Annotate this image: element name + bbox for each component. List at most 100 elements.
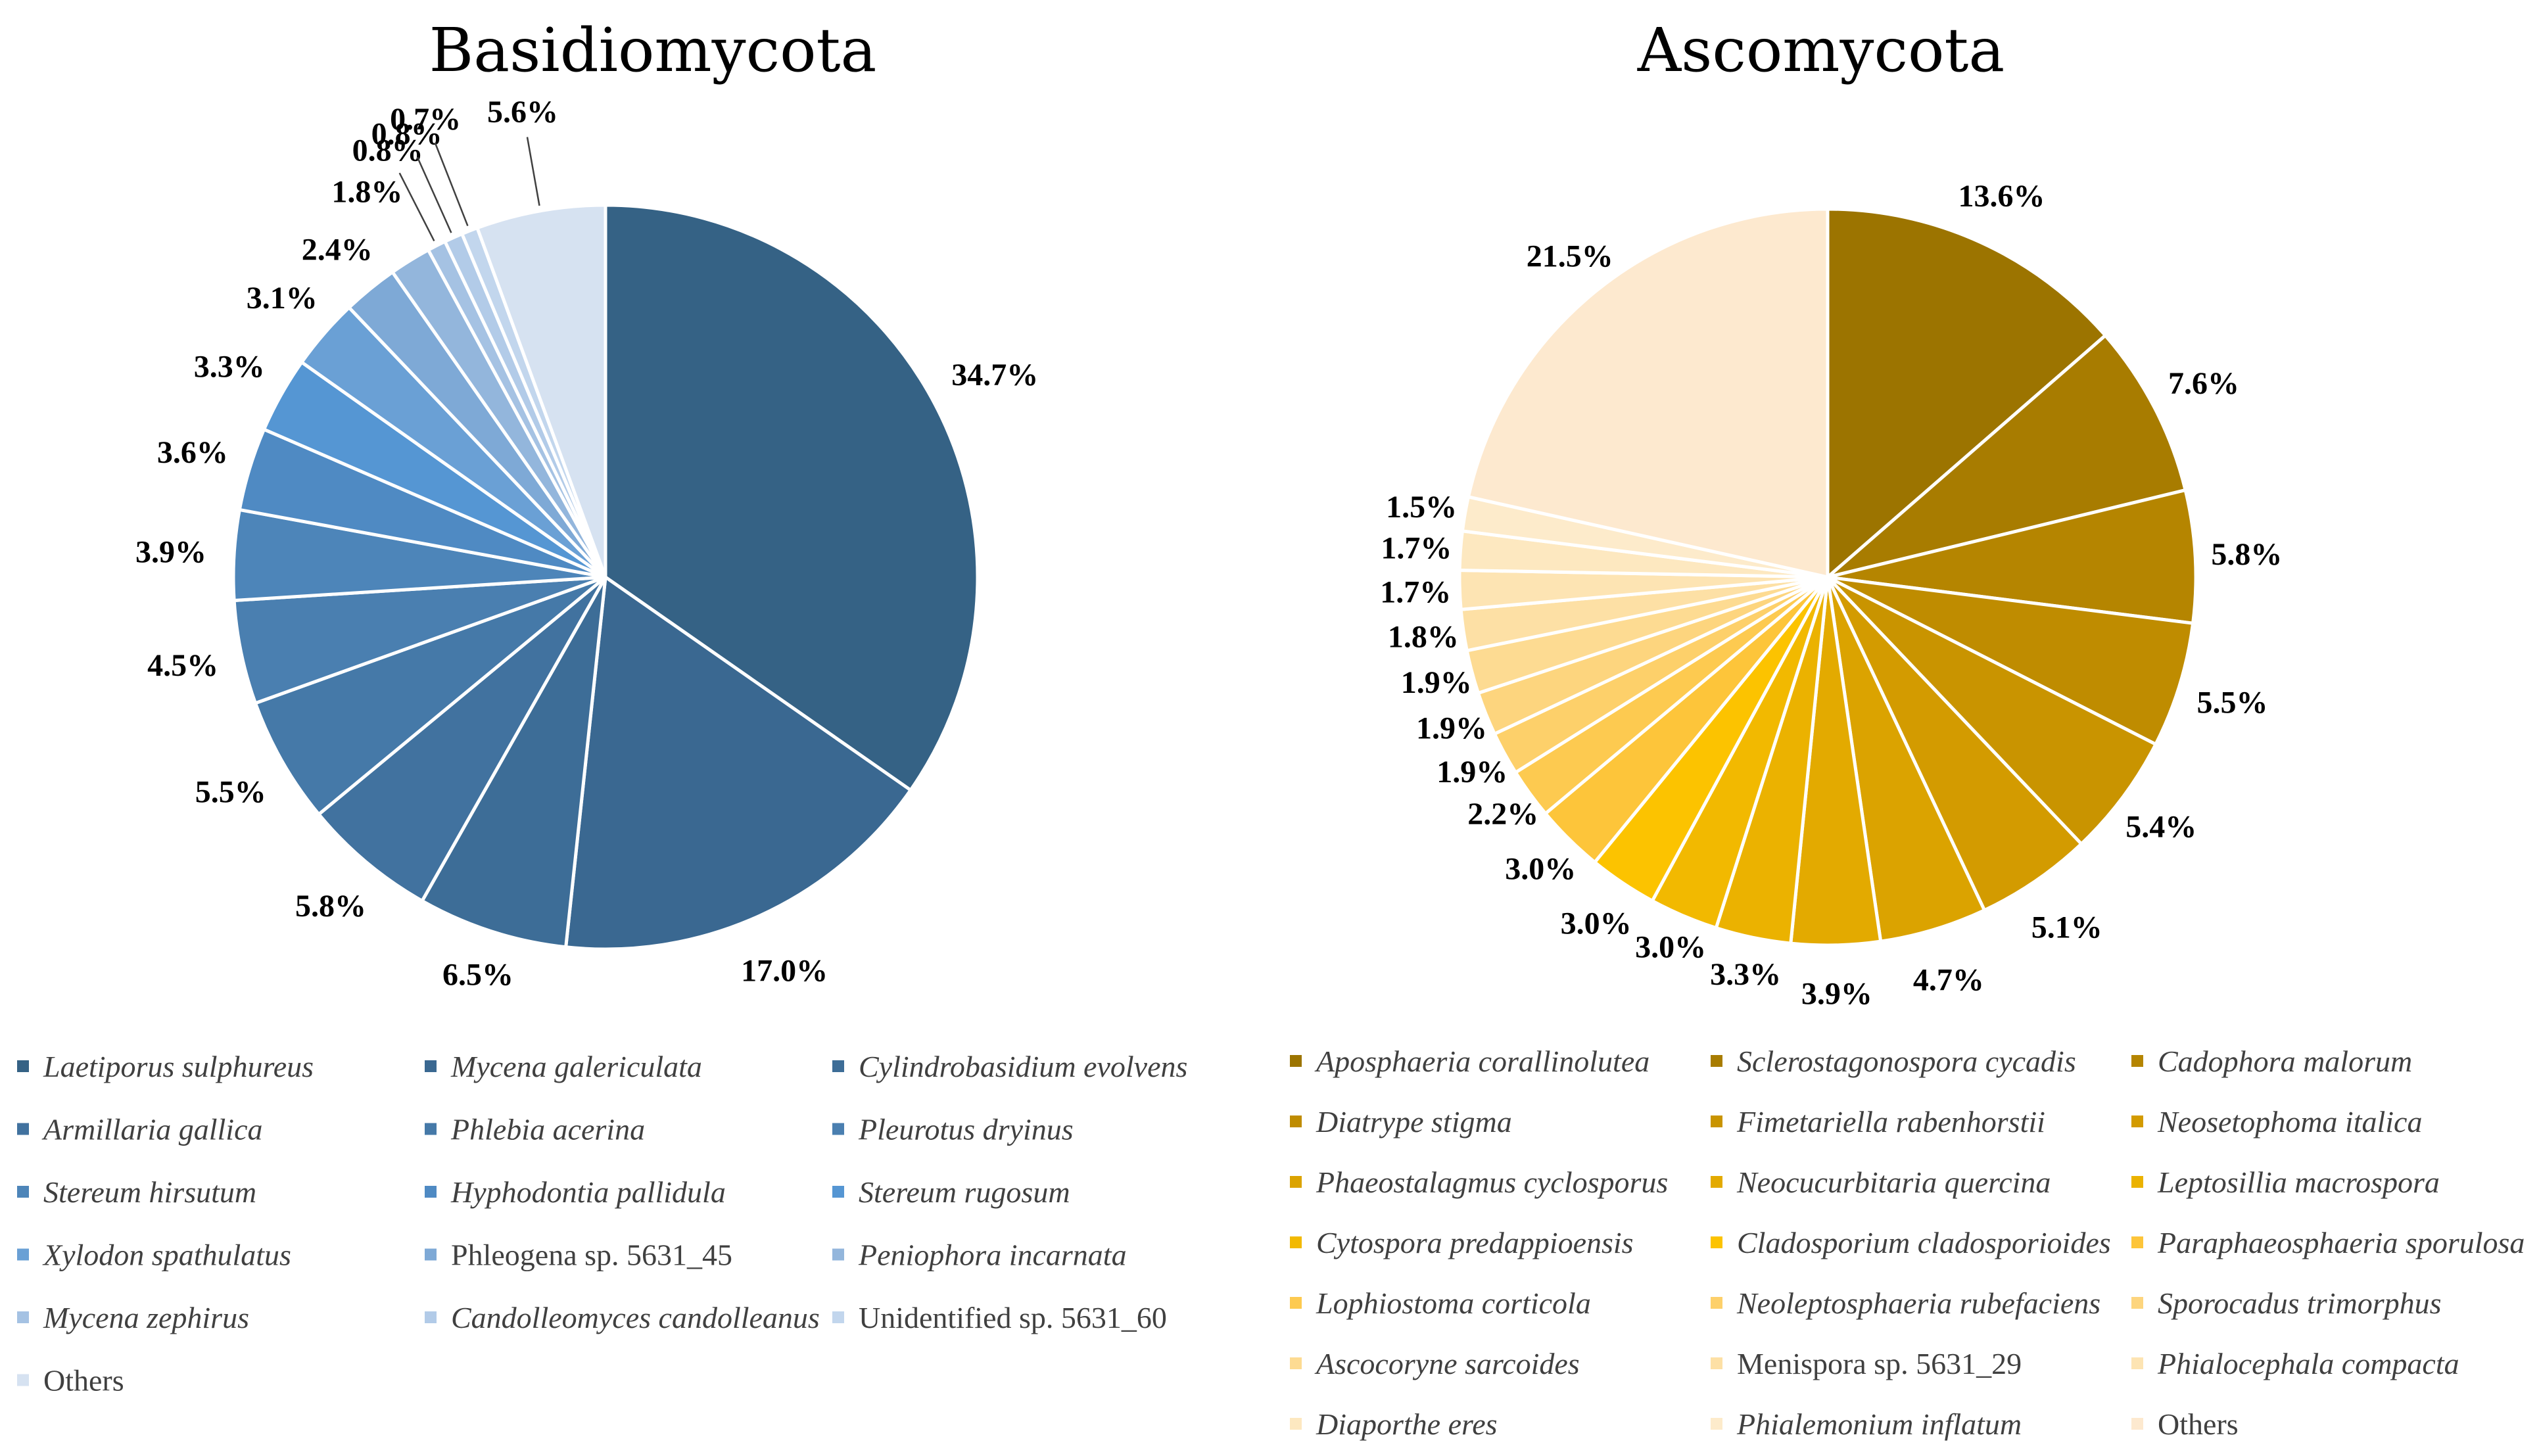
slice-phaeostalagmus-cyclosporus	[1826, 575, 1986, 943]
legend-item-phialemonium-inflatum: Phialemonium inflatum	[1711, 1407, 2022, 1441]
legend-swatch	[2131, 1176, 2143, 1188]
legend-label: Lophiostoma corticola	[1316, 1286, 1591, 1320]
legend-label: Pleurotus dryinus	[858, 1113, 1074, 1146]
legend-item-neosetophoma-italica: Neosetophoma italica	[2131, 1105, 2422, 1139]
data-label-cadophora-malorum: 5.8%	[2211, 537, 2282, 572]
legend-label: Candolleomyces candolleanus	[451, 1301, 820, 1334]
legend-swatch	[2131, 1297, 2143, 1309]
data-label-phialocephala-compacta: 1.7%	[1380, 575, 1451, 610]
data-label-mycena-galericulata: 17.0%	[741, 954, 828, 989]
legend-label: Cylindrobasidium evolvens	[859, 1050, 1187, 1083]
legend-swatch	[2131, 1115, 2143, 1127]
legend-item-diaporthe-eres: Diaporthe eres	[1290, 1407, 1498, 1441]
legend-swatch	[1711, 1297, 1722, 1309]
data-label-fimetariella-rabenhorstii: 5.4%	[2125, 809, 2196, 844]
legend-label: Hyphodontia pallidula	[450, 1175, 726, 1209]
legend-item-lophiostoma-corticola: Lophiostoma corticola	[1290, 1286, 1591, 1320]
slice-phlebia-acerina	[253, 575, 607, 816]
legend-swatch	[832, 1123, 844, 1135]
data-label-xylodon-spathulatus: 3.1%	[247, 281, 318, 316]
data-label-neoleptosphaeria-rubefaciens: 1.9%	[1436, 755, 1507, 789]
legend-label: Diaporthe eres	[1316, 1407, 1498, 1441]
legend-item-armillaria-gallica: Armillaria gallica	[17, 1113, 263, 1146]
data-label-peniophora-incarnata: 1.8%	[331, 174, 402, 209]
legend-item-neoleptosphaeria-rubefaciens: Neoleptosphaeria rubefaciens	[1711, 1286, 2100, 1320]
data-label-hyphodontia-pallidula: 3.6%	[157, 435, 228, 470]
legend-item-sclerostagonospora-cycadis: Sclerostagonospora cycadis	[1711, 1045, 2076, 1078]
legend-label: Phialocephala compacta	[2157, 1347, 2459, 1380]
legend-swatch	[1711, 1055, 1722, 1067]
legend-label: Neosetophoma italica	[2157, 1105, 2422, 1139]
data-label-neocucurbitaria-quercina: 3.9%	[1801, 977, 1872, 1012]
legend-item-others: Others	[2131, 1407, 2239, 1441]
data-label-paraphaeosphaeria-sporulosa: 3.0%	[1505, 851, 1576, 886]
slice-cadophora-malorum	[1826, 488, 2198, 625]
legend-label: Xylodon spathulatus	[42, 1238, 291, 1272]
slice-diatrype-stigma	[1826, 575, 2195, 746]
legend-item-mycena-zephirus: Mycena zephirus	[17, 1301, 249, 1334]
data-label-cytospora-predappioensis: 3.0%	[1635, 930, 1706, 965]
data-label-cladosporium-cladosporioides: 3.0%	[1561, 906, 1632, 941]
legend-label: Others	[2158, 1407, 2239, 1441]
legend-label: Paraphaeosphaeria sporulosa	[2157, 1226, 2525, 1259]
legend-swatch	[425, 1123, 437, 1135]
legend-item-laetiporus-sulphureus: Laetiporus sulphureus	[17, 1050, 314, 1083]
slice-others	[1466, 207, 1830, 579]
legend-label: Unidentified sp. 5631_60	[859, 1301, 1167, 1334]
slice-sclerostagonospora-cycadis	[1826, 333, 2187, 579]
legend-swatch	[832, 1311, 844, 1323]
legend-swatch	[1290, 1115, 1302, 1127]
legend-label: Armillaria gallica	[41, 1113, 263, 1146]
data-label-diatrype-stigma: 5.5%	[2197, 685, 2268, 720]
legend-item-others: Others	[17, 1364, 124, 1397]
data-label-sclerostagonospora-cycadis: 7.6%	[2168, 366, 2239, 401]
data-label-aposphaeria-corallinolutea: 13.6%	[1958, 179, 2045, 214]
legend-item-phleogena-sp-5631-45: Phleogena sp. 5631_45	[425, 1238, 732, 1272]
data-label-others: 21.5%	[1527, 239, 1613, 274]
data-label-diaporthe-eres: 1.7%	[1381, 531, 1452, 566]
legend-swatch	[17, 1123, 29, 1135]
legend-label: Peniophora incarnata	[858, 1238, 1127, 1272]
legend-item-menispora-sp-5631-29: Menispora sp. 5631_29	[1711, 1347, 2022, 1380]
data-label-sporocadus-trimorphus: 1.9%	[1416, 711, 1487, 746]
legend-item-hyphodontia-pallidula: Hyphodontia pallidula	[425, 1175, 726, 1209]
legend-item-cadophora-malorum: Cadophora malorum	[2131, 1045, 2412, 1078]
legend-swatch	[1290, 1297, 1302, 1309]
legend-item-diatrype-stigma: Diatrype stigma	[1290, 1105, 1512, 1139]
data-label-pleurotus-dryinus: 4.5%	[147, 648, 218, 683]
legend-swatch	[1711, 1418, 1722, 1430]
legend-label: Phlebia acerina	[450, 1113, 645, 1146]
legend-item-phialocephala-compacta: Phialocephala compacta	[2131, 1347, 2459, 1380]
legend-swatch	[2131, 1236, 2143, 1248]
legend-item-phaeostalagmus-cyclosporus: Phaeostalagmus cyclosporus	[1290, 1165, 1668, 1199]
legend-item-cylindrobasidium-evolvens: Cylindrobasidium evolvens	[832, 1050, 1187, 1083]
legend-item-neocucurbitaria-quercina: Neocucurbitaria quercina	[1711, 1165, 2051, 1199]
slice-mycena-galericulata	[564, 575, 913, 951]
legend-label: Others	[43, 1364, 124, 1397]
leader-line	[398, 172, 435, 242]
legend-swatch	[1711, 1236, 1722, 1248]
legend-label: Leptosillia macrospora	[2157, 1165, 2440, 1199]
slice-others	[475, 203, 607, 579]
data-label-cylindrobasidium-evolvens: 6.5%	[442, 958, 513, 993]
legend-label: Cadophora malorum	[2158, 1045, 2412, 1078]
legend-item-ascocoryne-sarcoides: Ascocoryne sarcoides	[1290, 1347, 1580, 1380]
data-label-mycena-zephirus: 0.8%	[352, 133, 423, 168]
slice-pleurotus-dryinus	[232, 575, 607, 705]
legend-swatch	[1290, 1357, 1302, 1369]
legend-label: Phleogena sp. 5631_45	[451, 1238, 732, 1272]
slice-laetiporus-sulphureus	[604, 203, 980, 792]
legend-swatch	[1711, 1115, 1722, 1127]
legend-swatch	[1290, 1236, 1302, 1248]
data-label-others: 5.6%	[487, 95, 558, 129]
legend-label: Ascocoryne sarcoides	[1314, 1347, 1580, 1380]
data-label-phaeostalagmus-cyclosporus: 4.7%	[1913, 962, 1984, 997]
slice-cylindrobasidium-evolvens	[420, 575, 607, 949]
leader-line	[416, 156, 452, 233]
legend-swatch	[1290, 1176, 1302, 1188]
legend-swatch	[2131, 1055, 2143, 1067]
data-label-leptosillia-macrospora: 3.3%	[1710, 957, 1781, 992]
data-label-lophiostoma-corticola: 2.2%	[1467, 797, 1538, 832]
data-label-phlebia-acerina: 5.5%	[195, 774, 266, 809]
legend-label: Sporocadus trimorphus	[2158, 1286, 2442, 1320]
